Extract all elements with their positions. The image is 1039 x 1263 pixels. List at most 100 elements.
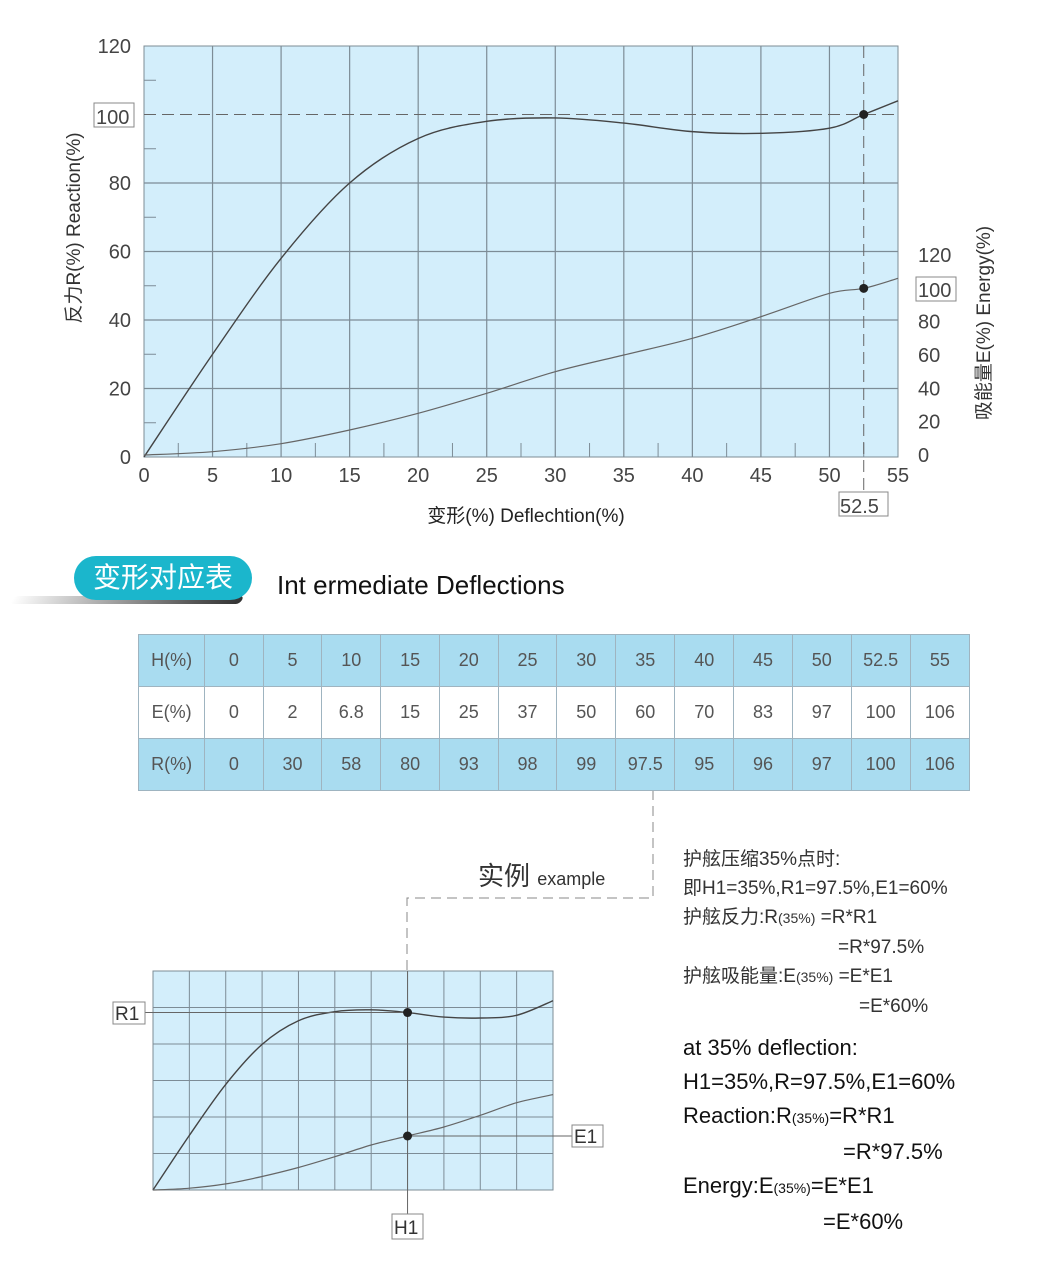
x-tick-label: 35 <box>613 465 635 487</box>
table-cell: 70 <box>674 686 735 739</box>
table-cell: 60 <box>615 686 676 739</box>
table-row: E(%) 0 2 6.8 15 25 37 50 60 70 83 97 100 106 <box>137 686 971 739</box>
example-en: example <box>537 869 606 889</box>
table-cell: 15 <box>380 686 440 739</box>
x-tick-label: 50 <box>818 465 840 487</box>
x-tick-label: 0 <box>138 465 149 487</box>
y-tick-label: 0 <box>120 447 131 469</box>
table-cell: 30 <box>556 634 617 687</box>
r1-label: R1 <box>115 1004 139 1025</box>
note-line: at 35% deflection: <box>683 1035 858 1060</box>
x-tick-label: 5 <box>207 465 218 487</box>
y-tick-label: 120 <box>98 36 131 58</box>
deflection-table: H(%) 0 5 10 15 20 25 30 35 40 45 50 52.5 55 E(%) 0 2 6.8 1… <box>137 634 971 791</box>
table-cell: 0 <box>204 686 264 739</box>
table-cell: 15 <box>380 634 440 687</box>
y2-tick-label: 60 <box>918 345 940 367</box>
row-header: R(%) <box>137 738 206 791</box>
x-tick-label: 40 <box>681 465 703 487</box>
marker-y-label: 100 <box>96 107 129 129</box>
table-cell: 95 <box>674 738 735 791</box>
x-tick-label: 25 <box>476 465 498 487</box>
y2-tick-label: 80 <box>918 312 940 334</box>
table-cell: 10 <box>321 634 382 687</box>
y2-tick-label: 20 <box>918 412 940 434</box>
table-row: R(%) 0 30 58 80 93 98 99 97.5 95 96 97 100 106 <box>137 738 971 791</box>
note-line: 护舷吸能量:E(35%) =E*E1 <box>683 966 893 987</box>
note-line: =R*97.5% <box>838 937 925 958</box>
table-cell: 50 <box>556 686 617 739</box>
note-line: 护舷反力:R(35%) =R*R1 <box>683 907 878 928</box>
table-cell: 0 <box>204 738 264 791</box>
reaction-point <box>859 110 869 119</box>
table-cell: 99 <box>556 738 617 791</box>
note-line: 即H1=35%,R1=97.5%,E1=60% <box>683 878 948 899</box>
table-cell: 58 <box>321 738 382 791</box>
y2-axis-label: 吸能量E(%) Energy(%) <box>973 226 995 420</box>
x-tick-label: 55 <box>887 465 909 487</box>
y-tick-label: 40 <box>109 310 131 332</box>
table-cell: 5 <box>262 634 323 687</box>
marker-box <box>93 102 135 128</box>
e1-box <box>571 1124 604 1148</box>
table-cell: 50 <box>791 634 852 687</box>
y2-tick-label: 120 <box>918 245 951 267</box>
table-cell: 93 <box>438 738 499 791</box>
table-cell: 97 <box>791 738 852 791</box>
table-cell: 106 <box>909 738 971 791</box>
y-tick-label: 60 <box>109 242 131 264</box>
note-line: =R*97.5% <box>843 1139 943 1164</box>
energy-curve <box>143 277 899 456</box>
note-line: =E*60% <box>859 996 929 1017</box>
marker-box <box>915 276 957 302</box>
row-header: E(%) <box>137 686 206 739</box>
table-cell: 40 <box>674 634 735 687</box>
y2-tick-label: 0 <box>918 445 929 467</box>
note-line: Energy:E(35%)=E*E1 <box>683 1173 874 1198</box>
x-axis-label: 变形(%) Deflechtion(%) <box>427 505 624 527</box>
section-title: Int ermediate Deflections <box>277 570 565 600</box>
table-cell: 100 <box>850 738 911 791</box>
e1-label: E1 <box>574 1127 597 1148</box>
table-cell: 2 <box>262 686 323 739</box>
table-cell: 30 <box>262 738 323 791</box>
notes-zh: 护舷压缩35%点时: 即H1=35%,R1=97.5%,E1=60% 护舷反力:… <box>683 845 948 1021</box>
e1-point <box>403 1131 413 1141</box>
example-energy-curve <box>152 1094 554 1191</box>
x-tick-label: 20 <box>407 465 429 487</box>
x-tick-label: 15 <box>339 465 361 487</box>
table-cell: 0 <box>204 634 264 687</box>
table-cell: 55 <box>909 634 971 687</box>
section-badge: 变形对应表 <box>74 556 252 600</box>
y-tick-label: 20 <box>109 379 131 401</box>
table-row: H(%) 0 5 10 15 20 25 30 35 40 45 50 52.5 55 <box>137 634 971 687</box>
table-cell: 96 <box>733 738 793 791</box>
r1-point <box>403 1008 413 1018</box>
reaction-curve <box>143 100 899 458</box>
table-cell: 25 <box>497 634 558 687</box>
table-cell: 45 <box>733 634 793 687</box>
connector-line <box>406 790 654 971</box>
example-reaction-curve <box>152 1000 554 1191</box>
marker-box <box>838 491 889 517</box>
y2-tick-label: 40 <box>918 378 940 400</box>
row-header: H(%) <box>137 634 206 687</box>
table-cell: 97.5 <box>615 738 676 791</box>
marker-x-label: 52.5 <box>840 496 879 518</box>
marker-y2-label: 100 <box>918 280 951 302</box>
note-line: 护舷压缩35%点时: <box>683 849 841 870</box>
table-cell: 52.5 <box>850 634 911 687</box>
h1-box <box>391 1213 424 1240</box>
table-cell: 25 <box>438 686 499 739</box>
table-cell: 98 <box>497 738 558 791</box>
r1-box <box>112 1001 146 1025</box>
y-tick-label: 80 <box>109 173 131 195</box>
x-tick-label: 45 <box>750 465 772 487</box>
notes-en: at 35% deflection: H1=35%,R=97.5%,E1=60%… <box>683 1031 955 1239</box>
example-label: 实例 example <box>478 856 605 893</box>
note-line: Reaction:R(35%)=R*R1 <box>683 1103 895 1128</box>
example-zh: 实例 <box>478 861 531 891</box>
table-cell: 6.8 <box>321 686 382 739</box>
